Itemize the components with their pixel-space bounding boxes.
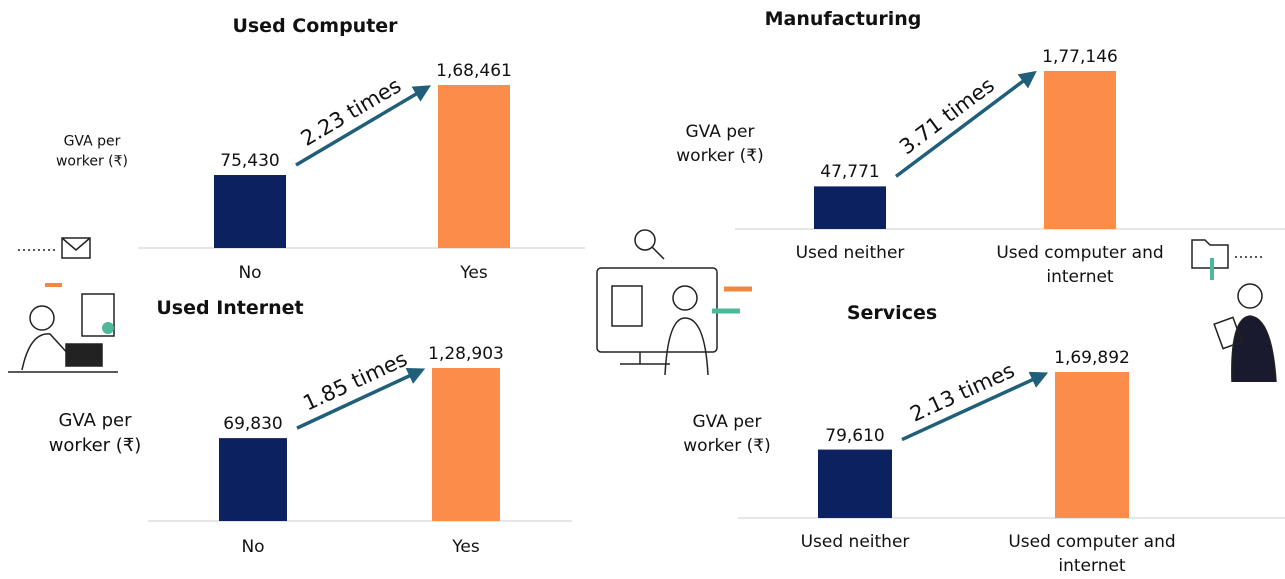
trend-arrow (295, 85, 432, 167)
chart-title: Services (846, 302, 938, 324)
bar (214, 175, 286, 248)
bar (1044, 71, 1116, 229)
y-axis-label: GVA per worker (₹) (676, 122, 764, 166)
y-axis-label: GVA per worker (₹) (55, 133, 129, 169)
x-tick-label: Yes (460, 263, 488, 283)
bar (438, 85, 510, 248)
x-tick-label: Used neither (795, 243, 905, 263)
x-tick-label: No (238, 263, 262, 283)
chart-title: Used Computer (232, 15, 398, 37)
icon-center (596, 229, 752, 376)
value-label: 1,77,146 (1042, 47, 1118, 67)
value-label: 1,28,903 (428, 344, 504, 364)
value-label: 1,69,892 (1054, 348, 1130, 368)
value-label: 79,610 (825, 425, 885, 446)
x-tick-label: Used computer and internet (996, 243, 1164, 287)
trend-arrow (894, 70, 1037, 178)
x-tick-label: No (241, 537, 265, 557)
trend-arrow (296, 367, 426, 430)
chart-title: Manufacturing (764, 8, 922, 30)
y-axis-label: GVA per worker (₹) (48, 409, 142, 456)
trend-arrow (901, 371, 1049, 442)
x-tick-label: Used computer and internet (1008, 532, 1176, 576)
bar (219, 438, 287, 521)
y-axis-label: GVA per worker (₹) (683, 412, 771, 456)
value-label: 75,430 (220, 151, 280, 171)
value-label: 1,68,461 (436, 61, 512, 81)
bar (814, 186, 886, 229)
icon-right (1191, 239, 1277, 383)
x-tick-label: Yes (452, 537, 480, 557)
bar (818, 449, 892, 518)
x-tick-label: Used neither (800, 532, 910, 552)
bar (1055, 372, 1129, 518)
value-label: 47,771 (820, 162, 880, 183)
chart-title: Used Internet (156, 297, 304, 319)
icon-left (8, 237, 118, 373)
value-label: 69,830 (223, 414, 283, 435)
bar (432, 368, 500, 521)
